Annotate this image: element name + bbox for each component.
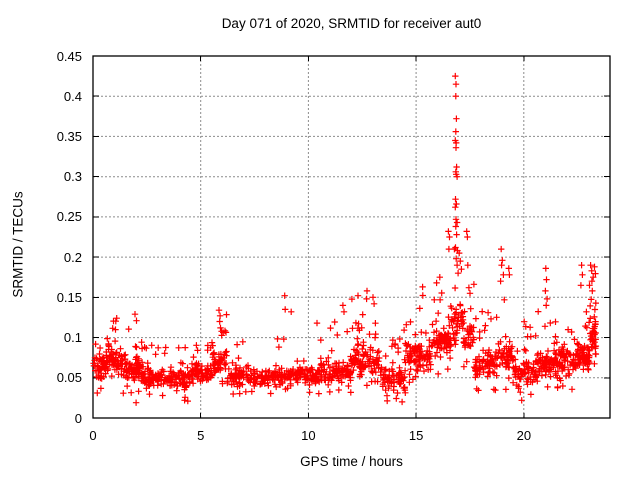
x-tick-label: 0 [89,428,97,443]
y-tick-label: 0.4 [63,88,82,104]
chart-title: Day 071 of 2020, SRMTID for receiver aut… [221,16,482,31]
y-tick-label: 0.05 [56,370,82,386]
x-tick-label: 15 [408,428,424,443]
y-tick-label: 0.35 [56,128,82,144]
y-tick-label: 0.2 [63,249,82,265]
grid-lines [93,56,610,418]
x-tick-label: 10 [301,428,316,443]
y-tick-label: 0.1 [63,330,82,346]
y-tick-label: 0.15 [56,289,82,305]
data-points [90,72,600,406]
plot-border [92,55,611,419]
x-tick-label: 5 [197,428,205,443]
y-tick-label: 0 [74,410,82,426]
x-axis-title: GPS time / hours [300,454,403,469]
x-tick-label: 20 [516,428,532,443]
y-tick-label: 0.45 [56,48,82,64]
y-tick-label: 0.3 [63,169,82,185]
y-tick-label: 0.25 [56,209,82,225]
